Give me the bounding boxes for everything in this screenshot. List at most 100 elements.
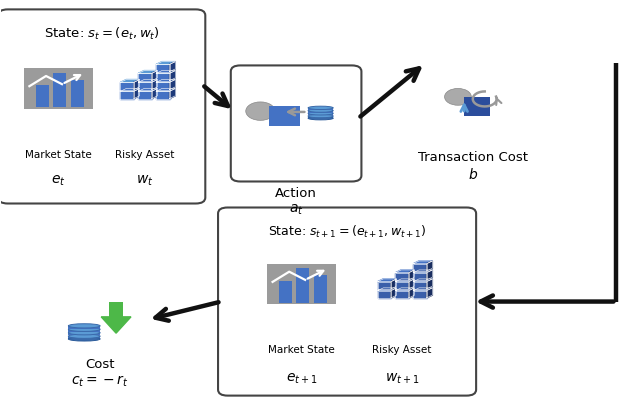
- Polygon shape: [152, 79, 157, 89]
- Polygon shape: [427, 279, 433, 289]
- Polygon shape: [413, 270, 433, 273]
- Polygon shape: [156, 91, 170, 99]
- Text: Cost: Cost: [85, 357, 115, 371]
- Polygon shape: [138, 82, 152, 89]
- Polygon shape: [427, 270, 433, 280]
- Polygon shape: [413, 279, 433, 282]
- Bar: [53, 73, 67, 107]
- Polygon shape: [120, 79, 140, 82]
- Bar: [269, 106, 300, 126]
- Polygon shape: [396, 270, 415, 273]
- Polygon shape: [409, 288, 415, 298]
- Polygon shape: [396, 282, 409, 289]
- Text: Transaction Cost: Transaction Cost: [418, 152, 528, 164]
- Polygon shape: [120, 89, 140, 91]
- Polygon shape: [391, 279, 397, 289]
- Bar: [24, 68, 93, 109]
- Text: $e_{t+1}$: $e_{t+1}$: [286, 372, 317, 386]
- Polygon shape: [156, 73, 170, 81]
- Polygon shape: [152, 71, 157, 81]
- Bar: [308, 116, 333, 118]
- Polygon shape: [413, 273, 427, 280]
- Polygon shape: [413, 264, 427, 271]
- Polygon shape: [378, 279, 397, 282]
- Polygon shape: [413, 291, 427, 298]
- Bar: [279, 280, 292, 303]
- FancyBboxPatch shape: [218, 208, 476, 396]
- Text: Market State: Market State: [25, 150, 92, 160]
- Polygon shape: [134, 89, 140, 99]
- Polygon shape: [156, 79, 175, 82]
- Bar: [36, 85, 49, 107]
- Ellipse shape: [308, 109, 333, 112]
- Text: Risky Asset: Risky Asset: [372, 345, 432, 355]
- Polygon shape: [134, 79, 140, 89]
- Polygon shape: [138, 91, 152, 99]
- Text: Market State: Market State: [268, 345, 335, 355]
- Ellipse shape: [308, 116, 333, 120]
- Text: $e_t$: $e_t$: [51, 174, 66, 188]
- Polygon shape: [427, 288, 433, 298]
- FancyBboxPatch shape: [231, 65, 362, 181]
- Polygon shape: [409, 279, 415, 289]
- Polygon shape: [396, 279, 415, 282]
- Polygon shape: [391, 288, 397, 298]
- Polygon shape: [170, 71, 175, 81]
- Polygon shape: [378, 282, 391, 289]
- Polygon shape: [396, 291, 409, 298]
- FancyBboxPatch shape: [0, 9, 205, 204]
- Polygon shape: [120, 82, 134, 89]
- Polygon shape: [152, 89, 157, 99]
- Circle shape: [246, 102, 275, 120]
- Bar: [68, 333, 100, 335]
- Polygon shape: [409, 270, 415, 280]
- Ellipse shape: [68, 334, 100, 339]
- Bar: [464, 98, 490, 116]
- Text: Risky Asset: Risky Asset: [115, 150, 175, 160]
- Polygon shape: [413, 288, 433, 291]
- Text: $w_t$: $w_t$: [136, 174, 154, 188]
- Polygon shape: [101, 317, 131, 333]
- Polygon shape: [396, 288, 415, 291]
- Polygon shape: [156, 62, 175, 64]
- Polygon shape: [413, 261, 433, 264]
- Bar: [68, 336, 100, 339]
- Bar: [308, 113, 333, 116]
- Ellipse shape: [308, 106, 333, 110]
- Polygon shape: [378, 291, 391, 298]
- Ellipse shape: [68, 327, 100, 331]
- Bar: [296, 268, 310, 303]
- Text: State: $s_{t+1} = (e_{t+1}, w_{t+1})$: State: $s_{t+1} = (e_{t+1}, w_{t+1})$: [268, 224, 426, 240]
- Text: $c_t = -r_t$: $c_t = -r_t$: [71, 374, 129, 389]
- Polygon shape: [156, 64, 170, 72]
- Polygon shape: [138, 89, 157, 91]
- Bar: [267, 264, 337, 304]
- Ellipse shape: [308, 112, 333, 115]
- Bar: [308, 110, 333, 113]
- Text: $b$: $b$: [468, 168, 478, 183]
- Text: Action: Action: [275, 187, 317, 200]
- Ellipse shape: [68, 324, 100, 328]
- Polygon shape: [413, 282, 427, 289]
- Ellipse shape: [308, 114, 333, 118]
- Circle shape: [445, 88, 471, 105]
- Polygon shape: [378, 288, 397, 291]
- Polygon shape: [138, 71, 157, 73]
- Polygon shape: [170, 62, 175, 72]
- Bar: [68, 326, 100, 328]
- Polygon shape: [156, 82, 170, 89]
- Polygon shape: [396, 273, 409, 280]
- Text: $a_t$: $a_t$: [289, 203, 303, 217]
- Polygon shape: [156, 71, 175, 73]
- Text: $w_{t+1}$: $w_{t+1}$: [385, 372, 419, 386]
- Bar: [308, 108, 333, 110]
- Polygon shape: [120, 91, 134, 99]
- Polygon shape: [170, 89, 175, 99]
- Polygon shape: [138, 79, 157, 82]
- Polygon shape: [156, 89, 175, 91]
- Polygon shape: [427, 261, 433, 271]
- Bar: [68, 329, 100, 332]
- Bar: [109, 302, 123, 317]
- Ellipse shape: [68, 337, 100, 341]
- Polygon shape: [170, 79, 175, 89]
